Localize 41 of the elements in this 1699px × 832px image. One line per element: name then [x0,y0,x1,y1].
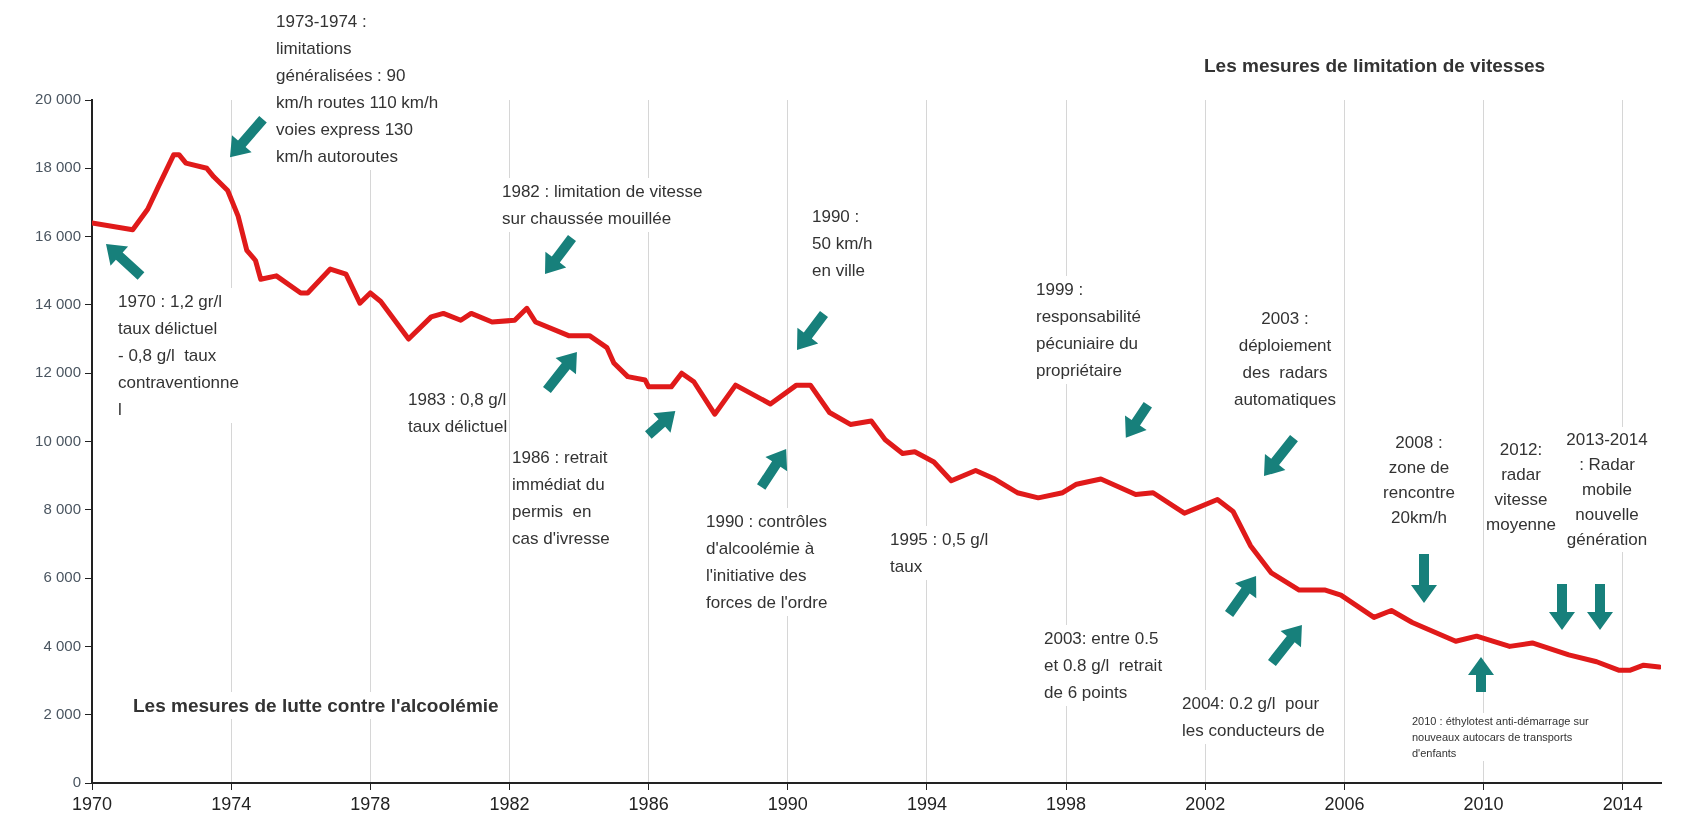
x-tick-label: 1994 [906,793,947,814]
y-tick-label: 16 000 [35,226,81,244]
annotation: 2003 : déploiement des radars automatiques [1233,305,1337,413]
annotation: 1970 : 1,2 gr/l taux délictuel - 0,8 g/l taux contraventionne l [118,288,239,423]
x-tick-label: 2010 [1463,793,1504,814]
y-tick-label: 6 000 [43,568,81,586]
y-tick-label: 10 000 [35,431,81,449]
y-tick-label: 0 [72,773,81,791]
annotation: 2008 : zone de rencontre 20km/h [1383,430,1455,530]
annotation: 1999 : responsabilité pécuniaire du propriétaire [1036,276,1141,384]
x-tick-label: 1998 [1046,793,1087,814]
x-tick-label: 2014 [1602,793,1643,814]
annotation: 1982 : limitation de vitesse sur chaussée mouillée [502,178,703,232]
y-tick-label: 20 000 [35,90,81,108]
y-tick-label: 2 000 [43,704,81,722]
x-tick-label: 1986 [628,793,669,814]
annotation: 1983 : 0,8 g/l taux délictuel [408,386,508,440]
annotation: 1995 : 0,5 g/l taux [890,526,989,580]
x-tick-label: 1970 [71,793,113,814]
y-tick-label: 12 000 [35,363,81,381]
annotation: 1990 : 50 km/h en ville [812,203,873,284]
x-tick-label: 1974 [211,793,252,814]
x-tick-label: 2002 [1185,793,1226,814]
annotation: 2013-2014 : Radar mobile nouvelle génération [1566,427,1648,552]
annotation: 2012: radar vitesse moyenne [1486,437,1556,537]
y-tick-label: 18 000 [35,158,81,176]
x-tick-label: 1978 [350,793,391,814]
annotation: 2003: entre 0.5 et 0.8 g/l retrait de 6 points [1044,625,1163,706]
annotation: 1990 : contrôles d'alcoolémie à l'initiative des forces de l'ordre [706,508,828,616]
x-tick-label: 2006 [1324,793,1365,814]
x-tick-label: 1990 [767,793,808,814]
annotation: 1973-1974 : limitations généralisées : 90 km/h routes 110 km/h voies express 130 km/h autoroutes [276,8,439,170]
text: Les mesures de limitation de vitesses [1204,52,1546,79]
annotation: Les mesures de lutte contre l'alcoolémie [133,692,499,719]
annotation: 2004: 0.2 g/l pour les conducteurs de [1182,690,1325,744]
y-tick-label: 14 000 [35,295,81,313]
y-tick-label: 8 000 [43,499,81,517]
annotation: 2010 : éthylotest anti-démarrage sur nouveaux autocars de transports d'enfants [1412,713,1589,761]
annotation: 1986 : retrait immédiat du permis en cas d'ivresse [512,444,610,552]
x-tick-label: 1982 [489,793,530,814]
y-tick-label: 4 000 [43,636,81,654]
